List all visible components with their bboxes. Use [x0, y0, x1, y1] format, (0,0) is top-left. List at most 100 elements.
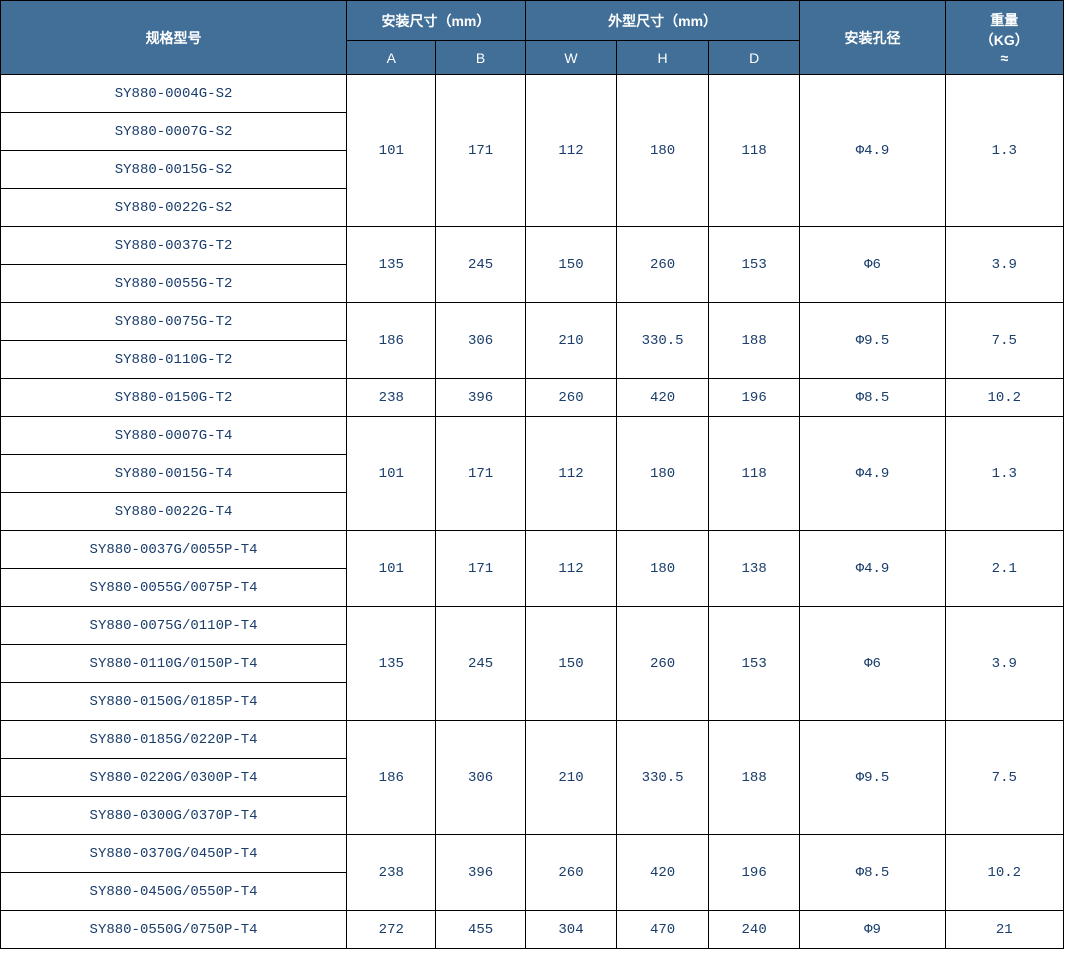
cell-w: 210	[525, 303, 617, 379]
cell-a: 101	[347, 531, 436, 607]
cell-model: SY880-0110G-T2	[1, 341, 347, 379]
cell-h: 180	[617, 417, 709, 531]
cell-a: 186	[347, 721, 436, 835]
table-row: SY880-0370G/0450P-T4238396260420196Φ8.51…	[1, 835, 1064, 873]
table-row: SY880-0037G-T2135245150260153Φ63.9	[1, 227, 1064, 265]
cell-model: SY880-0075G/0110P-T4	[1, 607, 347, 645]
cell-w: 150	[525, 227, 617, 303]
cell-model: SY880-0022G-S2	[1, 189, 347, 227]
cell-hole: Φ6	[800, 227, 945, 303]
cell-model: SY880-0450G/0550P-T4	[1, 873, 347, 911]
cell-b: 396	[436, 379, 525, 417]
col-weight: 重量 （KG） ≈	[945, 1, 1063, 75]
cell-model: SY880-0037G-T2	[1, 227, 347, 265]
table-body: SY880-0004G-S2101171112180118Φ4.91.3SY88…	[1, 75, 1064, 949]
cell-b: 171	[436, 531, 525, 607]
cell-model: SY880-0015G-S2	[1, 151, 347, 189]
col-b: B	[436, 41, 525, 75]
cell-model: SY880-0007G-S2	[1, 113, 347, 151]
cell-h: 470	[617, 911, 709, 949]
cell-a: 101	[347, 417, 436, 531]
cell-h: 260	[617, 607, 709, 721]
cell-a: 135	[347, 227, 436, 303]
cell-b: 171	[436, 75, 525, 227]
cell-d: 153	[708, 607, 800, 721]
cell-d: 118	[708, 417, 800, 531]
table-row: SY880-0004G-S2101171112180118Φ4.91.3	[1, 75, 1064, 113]
cell-model: SY880-0004G-S2	[1, 75, 347, 113]
col-w: W	[525, 41, 617, 75]
cell-wt: 7.5	[945, 303, 1063, 379]
col-a: A	[347, 41, 436, 75]
cell-d: 196	[708, 379, 800, 417]
cell-d: 196	[708, 835, 800, 911]
cell-hole: Φ9	[800, 911, 945, 949]
cell-model: SY880-0370G/0450P-T4	[1, 835, 347, 873]
table-header: 规格型号 安装尺寸（mm） 外型尺寸（mm） 安装孔径 重量 （KG） ≈ A …	[1, 1, 1064, 75]
table-row: SY880-0007G-T4101171112180118Φ4.91.3	[1, 417, 1064, 455]
cell-b: 306	[436, 303, 525, 379]
col-outline-dim: 外型尺寸（mm）	[525, 1, 800, 41]
cell-model: SY880-0185G/0220P-T4	[1, 721, 347, 759]
cell-model: SY880-0150G/0185P-T4	[1, 683, 347, 721]
cell-a: 238	[347, 835, 436, 911]
cell-h: 260	[617, 227, 709, 303]
cell-model: SY880-0075G-T2	[1, 303, 347, 341]
col-d: D	[708, 41, 800, 75]
cell-d: 188	[708, 721, 800, 835]
cell-w: 150	[525, 607, 617, 721]
cell-h: 420	[617, 379, 709, 417]
cell-model: SY880-0037G/0055P-T4	[1, 531, 347, 569]
cell-wt: 10.2	[945, 379, 1063, 417]
cell-wt: 1.3	[945, 75, 1063, 227]
cell-hole: Φ9.5	[800, 721, 945, 835]
cell-d: 118	[708, 75, 800, 227]
cell-d: 188	[708, 303, 800, 379]
cell-b: 306	[436, 721, 525, 835]
cell-model: SY880-0110G/0150P-T4	[1, 645, 347, 683]
cell-d: 153	[708, 227, 800, 303]
cell-w: 112	[525, 75, 617, 227]
cell-model: SY880-0055G/0075P-T4	[1, 569, 347, 607]
cell-a: 101	[347, 75, 436, 227]
cell-model: SY880-0015G-T4	[1, 455, 347, 493]
cell-model: SY880-0055G-T2	[1, 265, 347, 303]
cell-hole: Φ9.5	[800, 303, 945, 379]
cell-a: 186	[347, 303, 436, 379]
cell-model: SY880-0150G-T2	[1, 379, 347, 417]
table-row: SY880-0075G/0110P-T4135245150260153Φ63.9	[1, 607, 1064, 645]
table-row: SY880-0037G/0055P-T4101171112180138Φ4.92…	[1, 531, 1064, 569]
cell-h: 180	[617, 531, 709, 607]
spec-table: 规格型号 安装尺寸（mm） 外型尺寸（mm） 安装孔径 重量 （KG） ≈ A …	[0, 0, 1064, 949]
table-row: SY880-0075G-T2186306210330.5188Φ9.57.5	[1, 303, 1064, 341]
cell-wt: 1.3	[945, 417, 1063, 531]
col-install-dim: 安装尺寸（mm）	[347, 1, 526, 41]
cell-hole: Φ4.9	[800, 531, 945, 607]
cell-wt: 3.9	[945, 607, 1063, 721]
cell-w: 260	[525, 835, 617, 911]
cell-w: 260	[525, 379, 617, 417]
cell-wt: 3.9	[945, 227, 1063, 303]
cell-model: SY880-0300G/0370P-T4	[1, 797, 347, 835]
cell-b: 455	[436, 911, 525, 949]
cell-wt: 10.2	[945, 835, 1063, 911]
cell-a: 135	[347, 607, 436, 721]
cell-h: 180	[617, 75, 709, 227]
cell-hole: Φ8.5	[800, 379, 945, 417]
cell-hole: Φ8.5	[800, 835, 945, 911]
cell-model: SY880-0022G-T4	[1, 493, 347, 531]
cell-hole: Φ4.9	[800, 417, 945, 531]
cell-d: 240	[708, 911, 800, 949]
cell-w: 304	[525, 911, 617, 949]
cell-a: 238	[347, 379, 436, 417]
cell-w: 210	[525, 721, 617, 835]
cell-model: SY880-0550G/0750P-T4	[1, 911, 347, 949]
cell-b: 171	[436, 417, 525, 531]
cell-b: 245	[436, 607, 525, 721]
col-h: H	[617, 41, 709, 75]
cell-h: 330.5	[617, 303, 709, 379]
cell-h: 330.5	[617, 721, 709, 835]
cell-wt: 2.1	[945, 531, 1063, 607]
cell-hole: Φ4.9	[800, 75, 945, 227]
table-row: SY880-0150G-T2238396260420196Φ8.510.2	[1, 379, 1064, 417]
